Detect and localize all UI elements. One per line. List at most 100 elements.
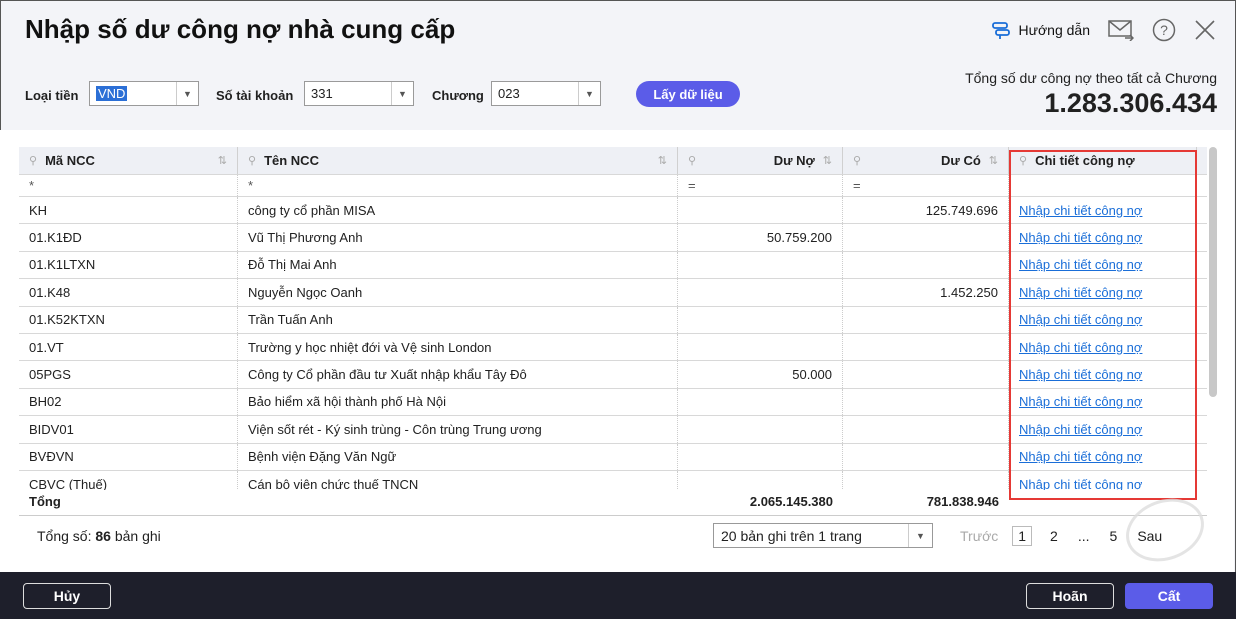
column-header-credit[interactable]: ⚲ Dư Có ⇅ <box>843 147 1009 174</box>
cell-credit[interactable] <box>843 361 1009 388</box>
cell-credit[interactable] <box>843 388 1009 416</box>
cell-credit[interactable] <box>843 470 1009 498</box>
table-row[interactable]: 01.VT Trường y học nhiệt đới và Vệ sinh … <box>19 333 1207 362</box>
header-label: Mã NCC <box>45 153 95 168</box>
enter-detail-link[interactable]: Nhập chi tiết công nợ <box>1019 230 1143 246</box>
filter-debit[interactable]: = <box>678 175 843 196</box>
enter-detail-link[interactable]: Nhập chi tiết công nợ <box>1019 284 1143 300</box>
page-1[interactable]: 1 <box>1012 526 1033 546</box>
undo-button[interactable]: Hoãn <box>1026 583 1114 609</box>
enter-detail-link[interactable]: Nhập chi tiết công nợ <box>1019 421 1143 437</box>
next-page[interactable]: Sau <box>1137 528 1163 544</box>
enter-detail-link[interactable]: Nhập chi tiết công nợ <box>1019 449 1143 465</box>
enter-detail-link[interactable]: Nhập chi tiết công nợ <box>1019 312 1143 328</box>
cell-debit[interactable] <box>678 416 843 443</box>
sort-icon[interactable]: ⇅ <box>822 155 832 167</box>
chevron-down-icon[interactable]: ▼ <box>908 524 932 547</box>
enter-detail-link[interactable]: Nhập chi tiết công nợ <box>1019 257 1143 273</box>
page-size-select[interactable]: 20 bản ghi trên 1 trang ▼ <box>713 523 933 548</box>
guide-label: Hướng dẫn <box>1018 22 1090 38</box>
cell-credit[interactable] <box>843 306 1009 333</box>
help-icon[interactable]: ? <box>1152 18 1176 42</box>
table-row[interactable]: 01.K48 Nguyễn Ngọc Oanh 1.452.250 Nhập c… <box>19 279 1207 307</box>
pin-icon[interactable]: ⚲ <box>853 155 862 167</box>
filter-code[interactable]: * <box>19 175 238 196</box>
cell-code: CBVC (Thuế) <box>19 470 238 498</box>
page-2[interactable]: 2 <box>1050 528 1058 544</box>
cell-code: BIDV01 <box>19 416 238 443</box>
cell-debit[interactable] <box>678 443 843 470</box>
chapter-select[interactable]: 023 ▼ <box>491 81 601 106</box>
vertical-scrollbar[interactable] <box>1209 147 1217 397</box>
cell-debit[interactable] <box>678 306 843 333</box>
currency-select[interactable]: VND ▼ <box>89 81 199 106</box>
pin-icon[interactable]: ⚲ <box>248 155 257 167</box>
cell-credit[interactable] <box>843 251 1009 279</box>
cell-credit[interactable] <box>843 416 1009 443</box>
currency-value: VND <box>96 86 128 101</box>
sort-icon[interactable]: ⇅ <box>988 155 998 167</box>
cell-name: công ty cổ phần MISA <box>238 197 678 224</box>
save-button[interactable]: Cất <box>1125 583 1213 609</box>
column-header-code[interactable]: ⚲ Mã NCC ⇅ <box>19 147 238 174</box>
mail-forward-icon[interactable] <box>1108 19 1134 41</box>
guide-button[interactable]: Hướng dẫn <box>991 20 1090 40</box>
cell-code: BH02 <box>19 388 238 416</box>
count-suffix: bản ghi <box>114 528 161 544</box>
header-label: Tên NCC <box>264 153 319 168</box>
enter-detail-link[interactable]: Nhập chi tiết công nợ <box>1019 394 1143 410</box>
enter-detail-link[interactable]: Nhập chi tiết công nợ <box>1019 367 1143 383</box>
table-row[interactable]: BVĐVN Bệnh viện Đặng Văn Ngữ Nhập chi ti… <box>19 443 1207 471</box>
cell-debit[interactable] <box>678 470 843 498</box>
close-icon[interactable] <box>1194 19 1216 41</box>
cell-debit[interactable] <box>678 388 843 416</box>
pin-icon[interactable]: ⚲ <box>688 155 697 167</box>
chapter-value: 023 <box>498 86 520 101</box>
column-header-name[interactable]: ⚲ Tên NCC ⇅ <box>238 147 678 174</box>
cell-credit[interactable] <box>843 443 1009 470</box>
cell-code: 01.K1LTXN <box>19 251 238 279</box>
cell-debit[interactable]: 50.759.200 <box>678 224 843 251</box>
cell-credit[interactable] <box>843 333 1009 361</box>
chevron-down-icon[interactable]: ▼ <box>176 82 198 105</box>
table-row[interactable]: 01.K52KTXN Trần Tuấn Anh Nhập chi tiết c… <box>19 306 1207 334</box>
filter-credit[interactable]: = <box>843 175 1009 196</box>
cell-debit[interactable] <box>678 279 843 306</box>
cell-debit[interactable] <box>678 197 843 224</box>
cell-debit[interactable]: 50.000 <box>678 361 843 388</box>
cell-debit[interactable] <box>678 251 843 279</box>
cancel-button[interactable]: Hủy <box>23 583 111 609</box>
table-row[interactable]: 05PGS Công ty Cổ phần đầu tư Xuất nhập k… <box>19 361 1207 389</box>
cell-credit[interactable]: 1.452.250 <box>843 279 1009 306</box>
header-label: Dư Có <box>941 153 981 168</box>
cell-credit[interactable] <box>843 224 1009 251</box>
cell-name: Bệnh viện Đặng Văn Ngữ <box>238 443 678 470</box>
cell-credit[interactable]: 125.749.696 <box>843 197 1009 224</box>
table-row[interactable]: 01.K1ĐD Vũ Thị Phương Anh 50.759.200 Nhậ… <box>19 224 1207 252</box>
currency-label: Loại tiền <box>25 88 79 103</box>
sort-icon[interactable]: ⇅ <box>217 155 227 167</box>
table-row[interactable]: KH công ty cổ phần MISA 125.749.696 Nhập… <box>19 197 1207 225</box>
sort-icon[interactable]: ⇅ <box>657 155 667 167</box>
cell-debit[interactable] <box>678 333 843 361</box>
chevron-down-icon[interactable]: ▼ <box>578 82 600 105</box>
table-row[interactable]: BH02 Bảo hiểm xã hội thành phố Hà Nội Nh… <box>19 388 1207 417</box>
table-row[interactable]: BIDV01 Viện sốt rét - Ký sinh trùng - Cô… <box>19 416 1207 444</box>
enter-detail-link[interactable]: Nhập chi tiết công nợ <box>1019 339 1143 355</box>
account-select[interactable]: 331 ▼ <box>304 81 414 106</box>
pin-icon[interactable]: ⚲ <box>29 155 38 167</box>
summary-label: Tổng số dư công nợ theo tất cả Chương <box>965 70 1217 86</box>
page-5[interactable]: 5 <box>1109 528 1118 544</box>
enter-detail-link[interactable]: Nhập chi tiết công nợ <box>1019 476 1143 492</box>
table-row[interactable]: 01.K1LTXN Đỗ Thị Mai Anh Nhập chi tiết c… <box>19 251 1207 280</box>
column-header-debit[interactable]: ⚲ Dư Nợ ⇅ <box>678 147 843 174</box>
enter-detail-link[interactable]: Nhập chi tiết công nợ <box>1019 202 1143 218</box>
filter-name[interactable]: * <box>238 175 678 196</box>
chevron-down-icon[interactable]: ▼ <box>391 82 413 105</box>
pin-icon[interactable]: ⚲ <box>1019 155 1028 167</box>
header-label: Chi tiết công nợ <box>1035 153 1135 168</box>
cell-name: Vũ Thị Phương Anh <box>238 224 678 251</box>
prev-page[interactable]: Trước <box>960 528 999 544</box>
total-debit: 2.065.145.380 <box>749 494 833 509</box>
fetch-data-button[interactable]: Lấy dữ liệu <box>636 81 740 107</box>
